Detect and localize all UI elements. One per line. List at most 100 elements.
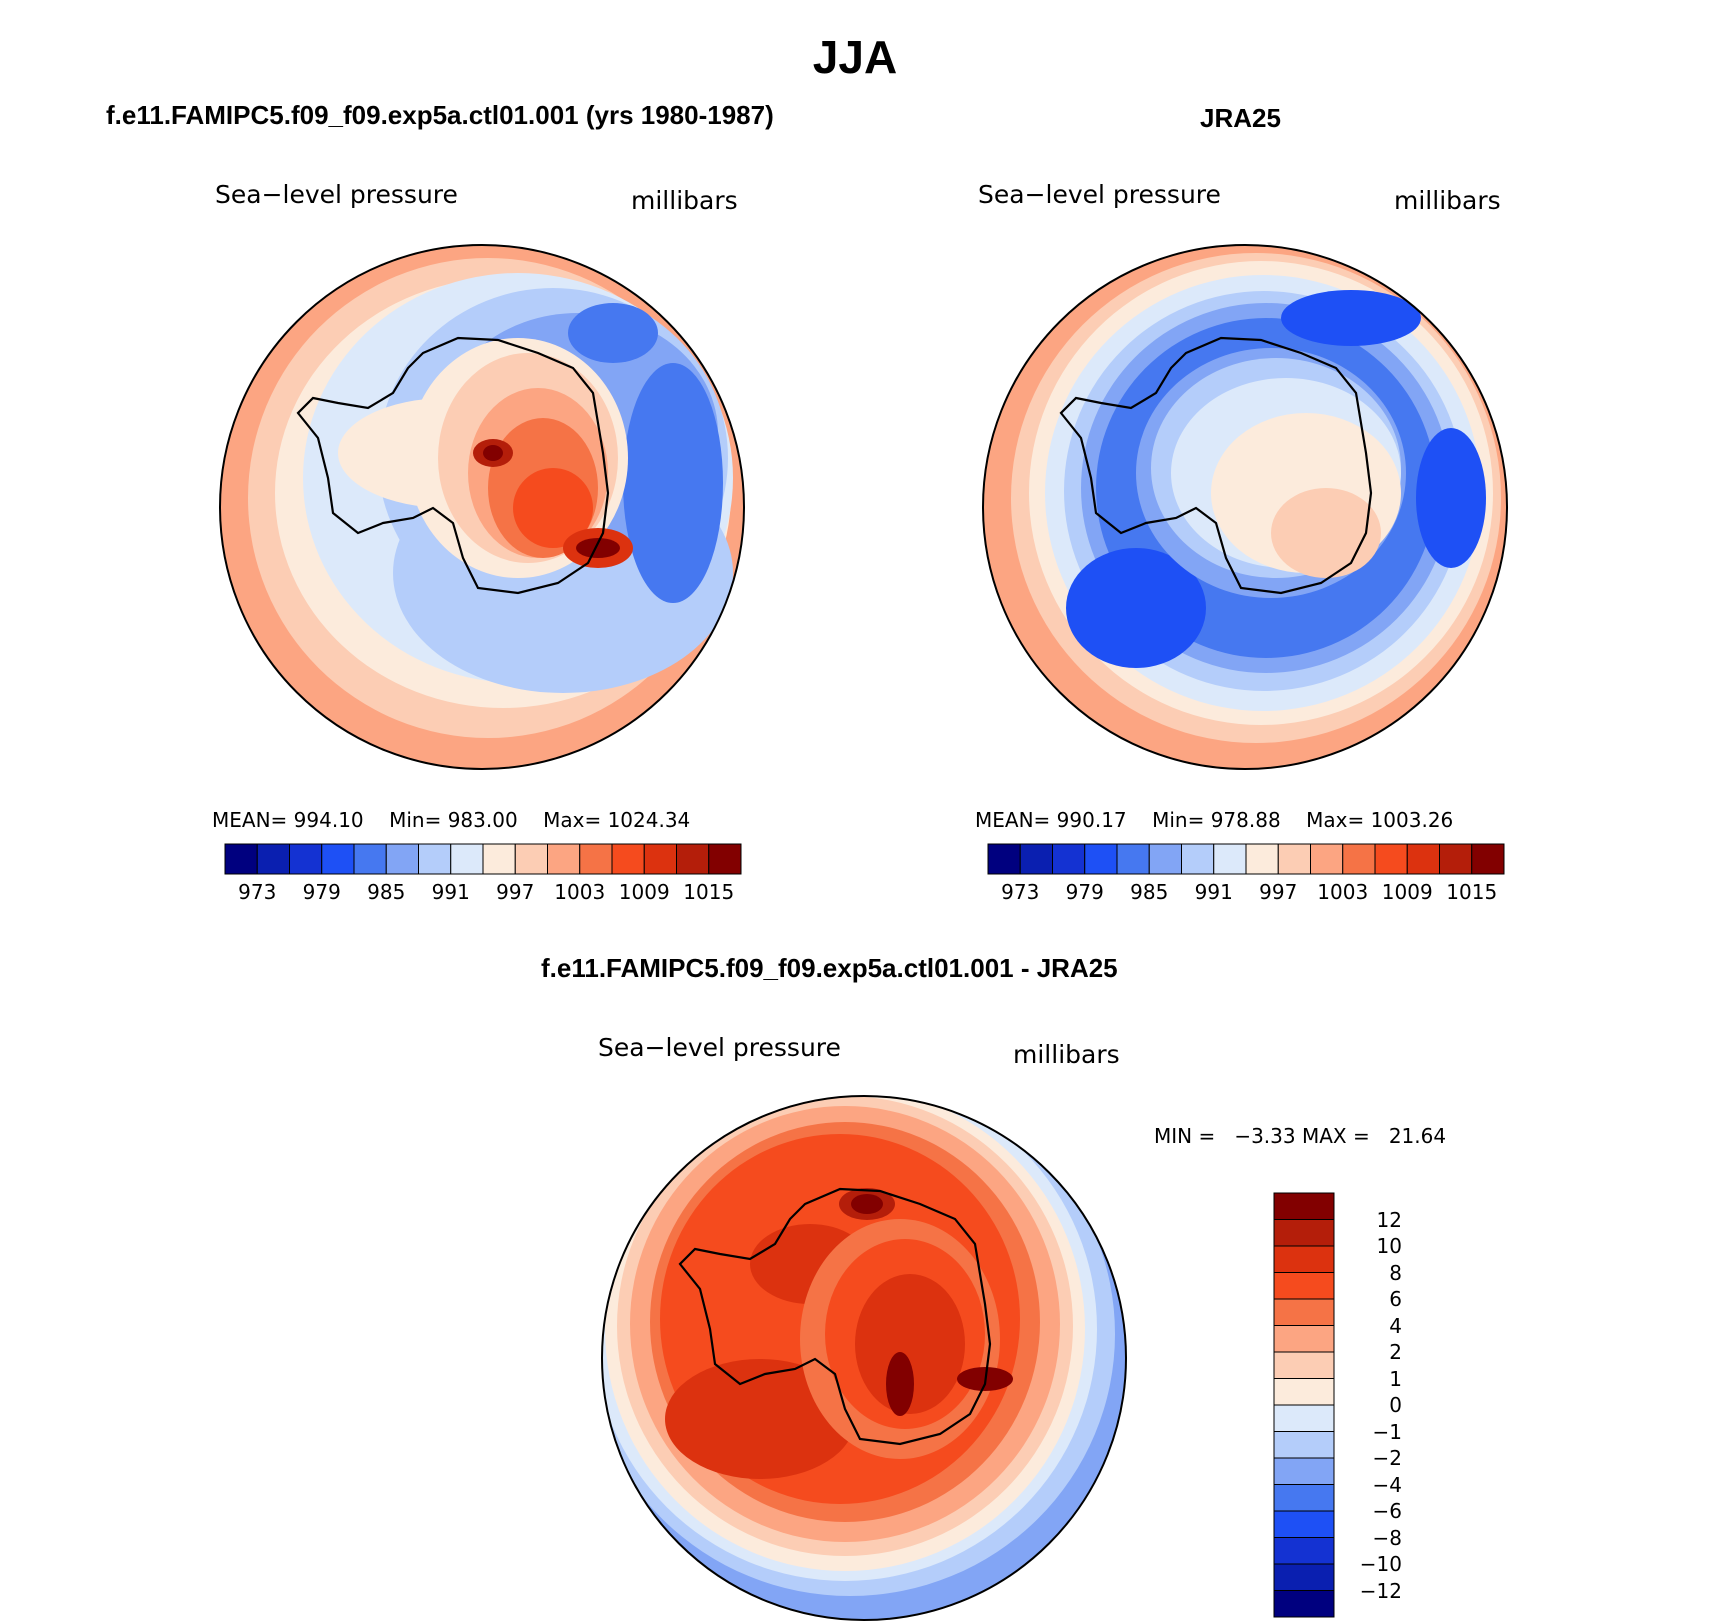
map-1-low xyxy=(623,363,723,603)
panel-2-variable-label: Sea−level pressure xyxy=(978,180,1221,209)
panel-2-max-value: 1003.26 xyxy=(1370,808,1454,832)
panel-1-variable-label: Sea−level pressure xyxy=(215,180,458,209)
panel-3-min-value: −3.33 xyxy=(1234,1124,1296,1148)
map-1-low xyxy=(568,303,658,363)
panel-1-colorbar-swatch xyxy=(353,843,387,875)
panel-3-colorbar-tick-label: 8 xyxy=(1389,1260,1402,1285)
map-2-high-region xyxy=(1271,488,1381,578)
panel-3-colorbar-swatch xyxy=(1273,1272,1335,1300)
panel-1-colorbar-swatch xyxy=(514,843,548,875)
panel-1-colorbar-swatch xyxy=(418,843,452,875)
panel-2-colorbar-tick-label: 991 xyxy=(1194,880,1233,904)
panel-1-units-label: millibars xyxy=(631,186,738,215)
panel-3-colorbar-tick-label: −12 xyxy=(1359,1578,1402,1603)
panel-3-colorbar-swatch xyxy=(1273,1537,1335,1565)
panel-1-colorbar-swatch xyxy=(579,843,613,875)
panel-2-colorbar-swatch xyxy=(1439,843,1473,875)
map-2-antarctica-coastline xyxy=(1059,336,1373,595)
panel-3-colorbar-swatch xyxy=(1273,1404,1335,1432)
panel-1-max-value: 1024.34 xyxy=(607,808,691,832)
panel-3-colorbar-tick-label: −6 xyxy=(1372,1499,1402,1523)
panel-3-colorbar-swatch xyxy=(1273,1378,1335,1406)
panel-2-min-value: 978.88 xyxy=(1210,808,1281,832)
panel-2-colorbar-swatch xyxy=(1019,843,1053,875)
panel-2-colorbar-tick-label: 985 xyxy=(1130,880,1169,904)
panel-2-units-label: millibars xyxy=(1394,186,1501,215)
map-3-high-peak xyxy=(886,1352,914,1416)
panel-3-units-label: millibars xyxy=(1013,1040,1120,1069)
panel-1-colorbar-swatch xyxy=(224,843,258,875)
map-2-low xyxy=(1281,290,1421,346)
panel-2-colorbar-tick-label: 1009 xyxy=(1381,880,1433,904)
panel-3-colorbar xyxy=(1273,1192,1335,1618)
panel-2-colorbar-swatch xyxy=(1406,843,1440,875)
panel-2-colorbar-swatch xyxy=(1181,843,1215,875)
panel-3-colorbar-tick-label: −8 xyxy=(1372,1525,1402,1550)
panel-3-colorbar-tick-label: 12 xyxy=(1376,1207,1402,1232)
panel-3-colorbar-tick-label: −1 xyxy=(1372,1419,1402,1444)
panel-2-colorbar-swatch xyxy=(987,843,1021,875)
panel-1-colorbar xyxy=(224,843,742,875)
panel-1-colorbar-swatch xyxy=(611,843,645,875)
map-3-high-region xyxy=(855,1274,965,1414)
panel-3-colorbar-swatch xyxy=(1273,1484,1335,1512)
panel-3-colorbar-swatch xyxy=(1273,1351,1335,1379)
panel-2-mean-value: 990.17 xyxy=(1056,808,1127,832)
panel-1-map xyxy=(219,244,745,770)
panel-3-colorbar-ticks: 12 10 8 6 4 2 1 0 −1 −2 −4 −6 −8 −10 −12 xyxy=(1342,1193,1412,1617)
panel-2-stats: MEAN= 990.17 Min= 978.88 Max= 1003.26 xyxy=(975,808,1454,832)
panel-3-map xyxy=(601,1095,1127,1621)
panel-1-colorbar-tick-label: 1009 xyxy=(618,880,670,904)
panel-1-colorbar-tick-label: 1003 xyxy=(554,880,606,904)
panel-1-colorbar-ticks: 973 979 985 991 997 1003 1009 1015 xyxy=(225,880,741,910)
map-2-boundary xyxy=(982,244,1508,770)
panel-1-stats: MEAN= 994.10 Min= 983.00 Max= 1024.34 xyxy=(212,808,691,832)
panel-1-colorbar-swatch xyxy=(676,843,710,875)
map-3-band xyxy=(665,1359,855,1479)
panel-2-colorbar-swatch xyxy=(1148,843,1182,875)
panel-3-colorbar-swatch xyxy=(1273,1510,1335,1538)
panel-2-colorbar-swatch xyxy=(1471,843,1505,875)
panel-1-colorbar-tick-label: 991 xyxy=(431,880,470,904)
panel-3-colorbar-tick-label: 10 xyxy=(1376,1234,1402,1258)
panel-2-colorbar-swatch xyxy=(1052,843,1086,875)
panel-2-colorbar-ticks: 973 979 985 991 997 1003 1009 1015 xyxy=(988,880,1504,910)
panel-1-colorbar-tick-label: 1015 xyxy=(683,880,735,904)
panel-2-colorbar-swatch xyxy=(1245,843,1279,875)
panel-3-colorbar-tick-label: 1 xyxy=(1389,1366,1402,1391)
panel-3-colorbar-swatch xyxy=(1273,1563,1335,1591)
panel-2-colorbar-swatch xyxy=(1213,843,1247,875)
panel-3-colorbar-swatch xyxy=(1273,1298,1335,1326)
panel-3-colorbar-swatch xyxy=(1273,1590,1335,1618)
map-1-high-peak xyxy=(483,445,503,461)
panel-1-min-value: 983.00 xyxy=(447,808,518,832)
panel-1-colorbar-swatch xyxy=(708,843,742,875)
panel-3-max-value: 21.64 xyxy=(1388,1124,1447,1148)
panel-3-colorbar-tick-label: −4 xyxy=(1372,1472,1402,1497)
panel-1-colorbar-tick-label: 985 xyxy=(367,880,406,904)
panel-2-case-title: JRA25 xyxy=(1200,103,1281,133)
panel-1-colorbar-swatch xyxy=(321,843,355,875)
panel-2-colorbar xyxy=(987,843,1505,875)
map-1-high-peak xyxy=(576,538,620,558)
panel-1-colorbar-swatch xyxy=(385,843,419,875)
panel-3-stats: MIN = −3.33 MAX = 21.64 xyxy=(1154,1124,1447,1148)
panel-2-colorbar-tick-label: 973 xyxy=(1001,880,1040,904)
map-1-antarctica-coastline xyxy=(296,336,610,595)
panel-2-colorbar-swatch xyxy=(1277,843,1311,875)
panel-3-colorbar-tick-label: 6 xyxy=(1389,1287,1402,1311)
figure-title: JJA xyxy=(812,31,898,83)
panel-1-colorbar-swatch xyxy=(482,843,516,875)
panel-1-colorbar-swatch xyxy=(547,843,581,875)
panel-1-colorbar-swatch xyxy=(643,843,677,875)
panel-3-colorbar-tick-label: −2 xyxy=(1372,1446,1402,1470)
panel-2-colorbar-tick-label: 1003 xyxy=(1317,880,1369,904)
panel-2-colorbar-swatch xyxy=(1116,843,1150,875)
panel-1-colorbar-swatch xyxy=(256,843,290,875)
panel-3-colorbar-tick-label: 0 xyxy=(1389,1393,1402,1417)
panel-3-colorbar-swatch xyxy=(1273,1431,1335,1459)
panel-3-colorbar-swatch xyxy=(1273,1219,1335,1247)
map-1-boundary xyxy=(219,244,745,770)
panel-2-colorbar-tick-label: 1015 xyxy=(1446,880,1498,904)
panel-1-colorbar-tick-label: 997 xyxy=(496,880,535,904)
